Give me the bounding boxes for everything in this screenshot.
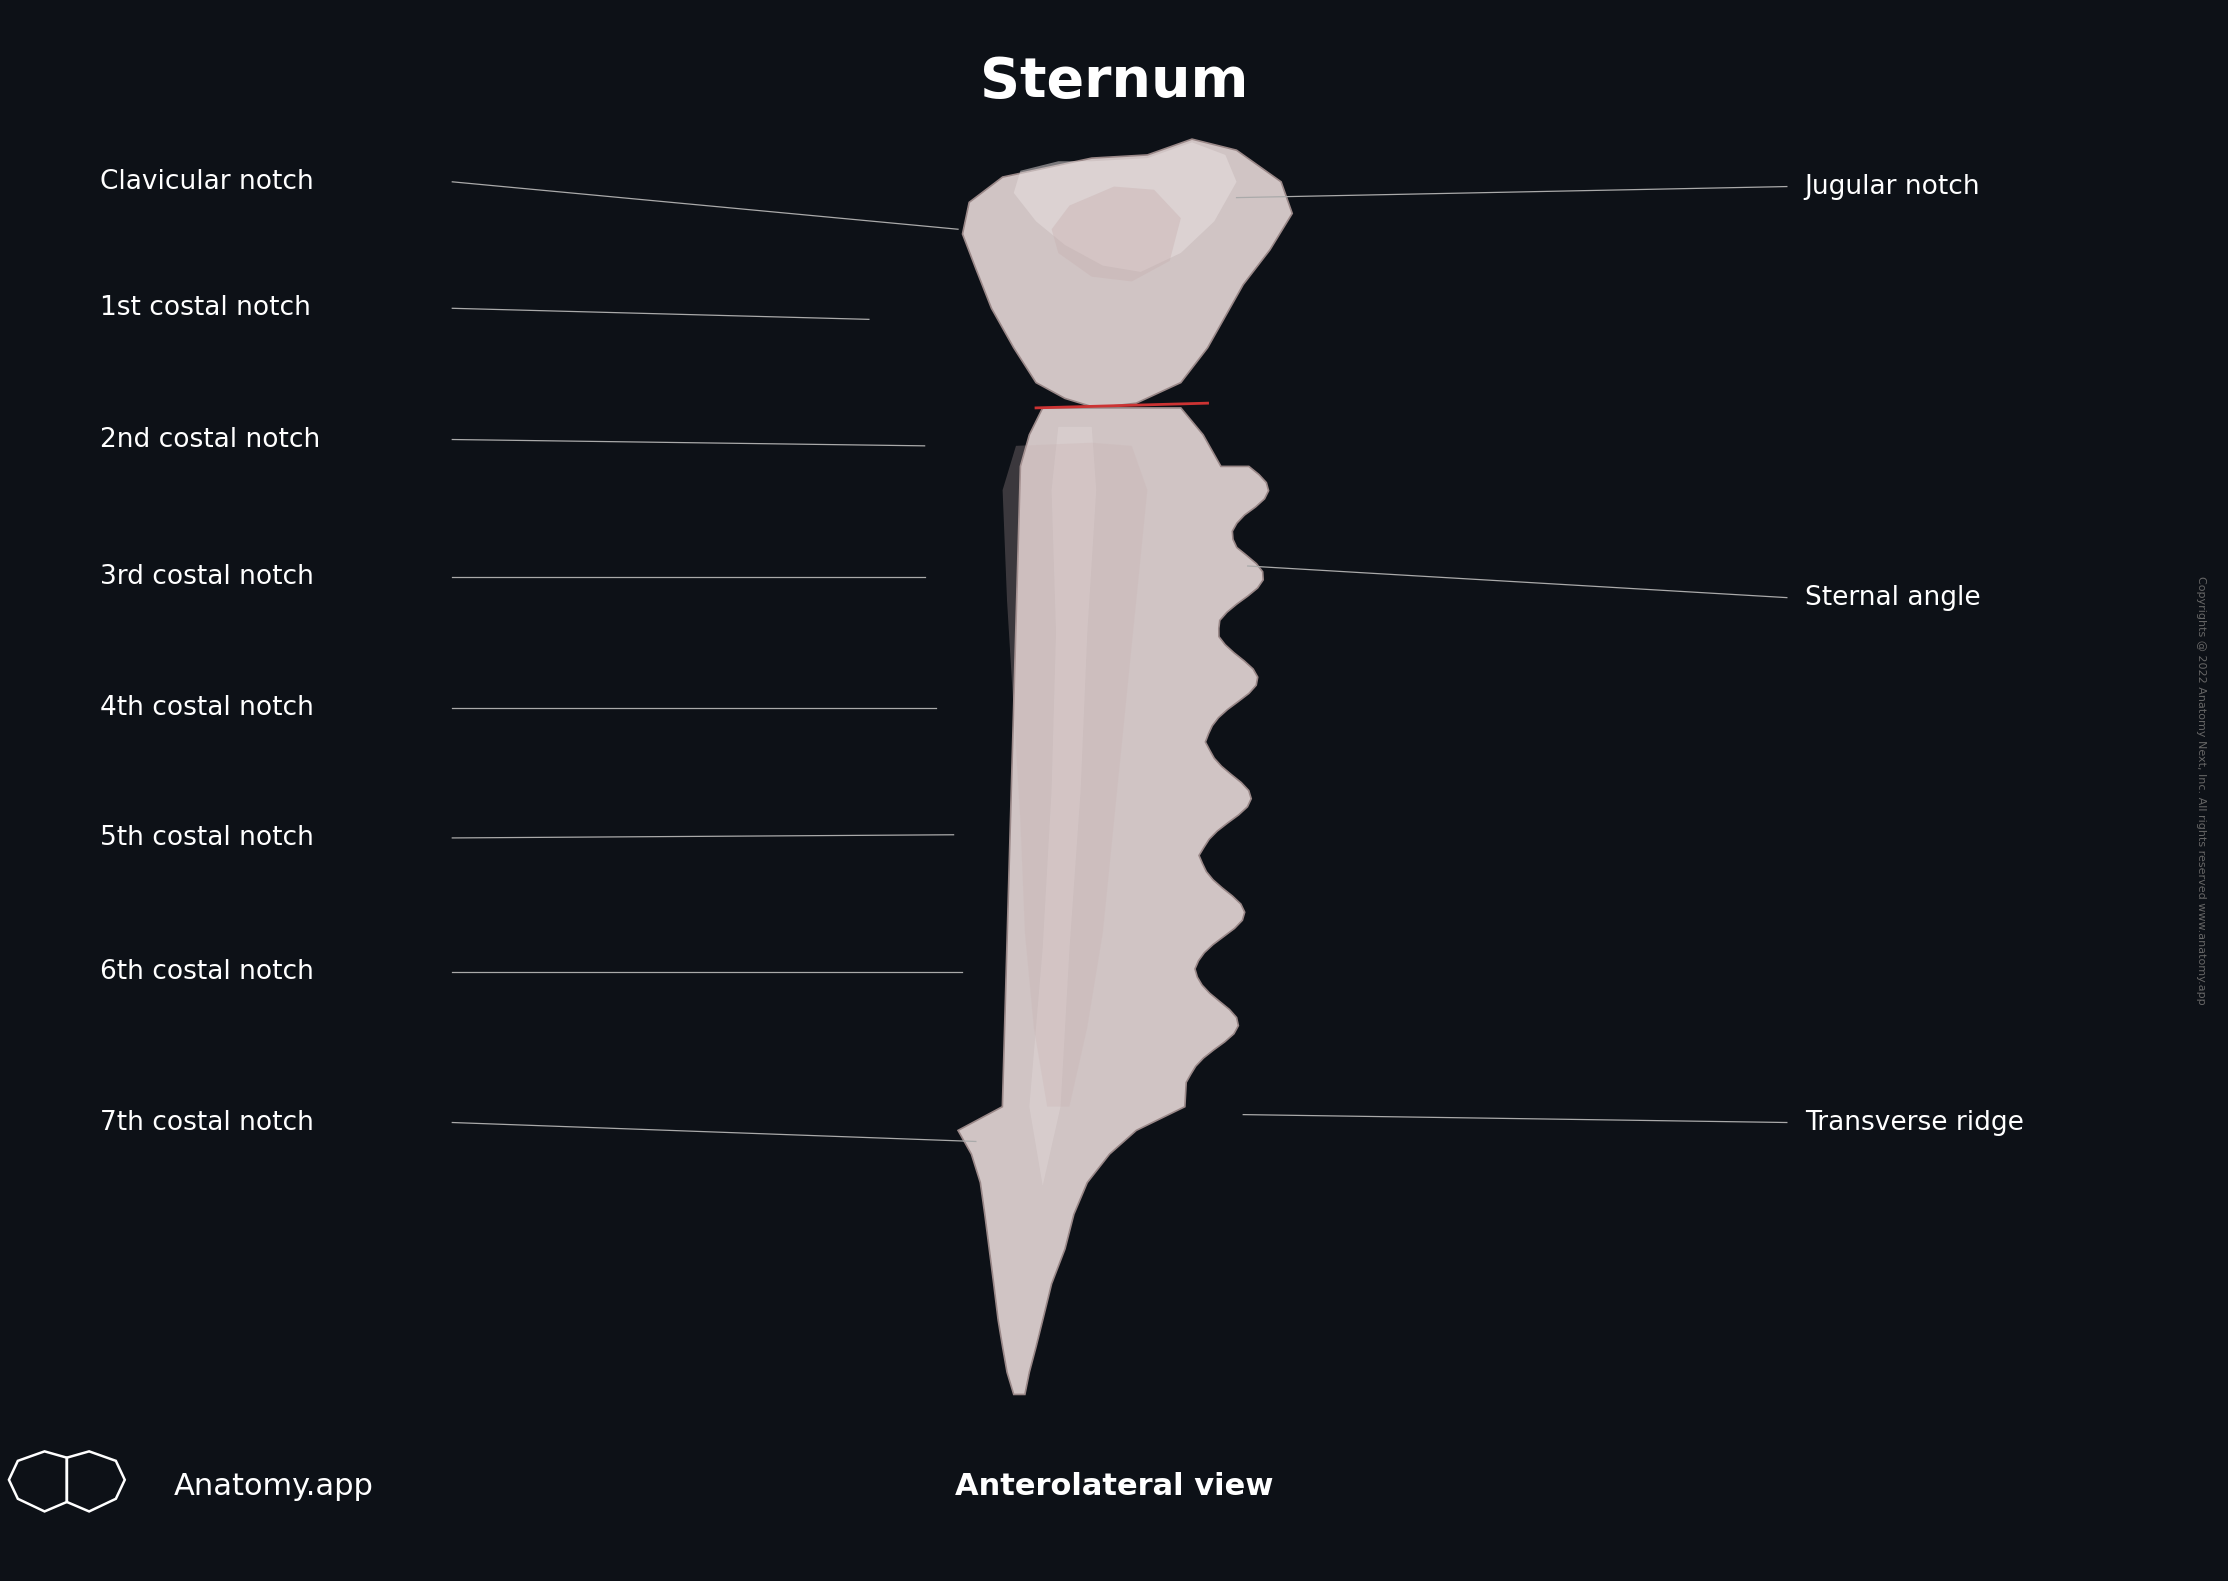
- Polygon shape: [958, 408, 1268, 1394]
- Text: 4th costal notch: 4th costal notch: [100, 696, 314, 721]
- Polygon shape: [1003, 443, 1147, 1107]
- Text: 2nd costal notch: 2nd costal notch: [100, 427, 321, 452]
- Text: Sternal angle: Sternal angle: [1805, 585, 1981, 610]
- Text: Sternum: Sternum: [980, 55, 1248, 109]
- Text: 5th costal notch: 5th costal notch: [100, 825, 314, 851]
- Text: Copyrights @ 2022 Anatomy Next, Inc. All rights reserved www.anatomy.app: Copyrights @ 2022 Anatomy Next, Inc. All…: [2197, 575, 2206, 1006]
- Text: 1st costal notch: 1st costal notch: [100, 296, 312, 321]
- Text: Anterolateral view: Anterolateral view: [956, 1472, 1272, 1500]
- Text: Jugular notch: Jugular notch: [1805, 174, 1981, 199]
- Text: Clavicular notch: Clavicular notch: [100, 169, 314, 194]
- Text: 6th costal notch: 6th costal notch: [100, 960, 314, 985]
- Text: 7th costal notch: 7th costal notch: [100, 1110, 314, 1135]
- Text: Anatomy.app: Anatomy.app: [174, 1472, 374, 1500]
- Text: Transverse ridge: Transverse ridge: [1805, 1110, 2023, 1135]
- Polygon shape: [1014, 142, 1237, 272]
- Polygon shape: [1052, 187, 1181, 281]
- Polygon shape: [1029, 427, 1096, 1186]
- Polygon shape: [962, 139, 1292, 408]
- Text: 3rd costal notch: 3rd costal notch: [100, 564, 314, 590]
